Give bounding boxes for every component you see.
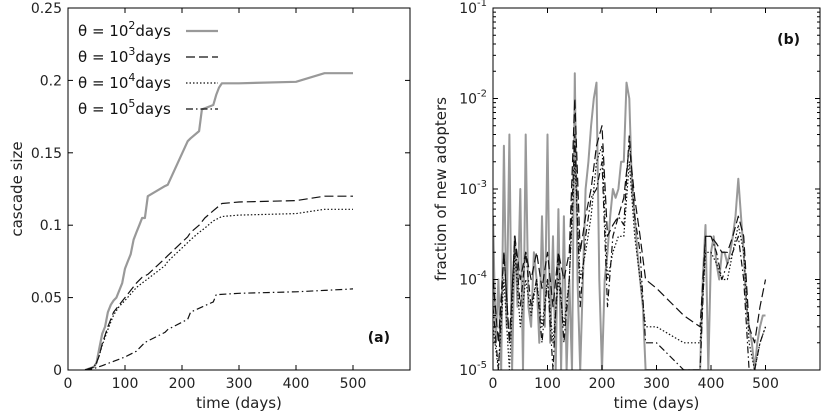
x-tick-label: 500 — [340, 376, 367, 392]
x-axis-label: time (days) — [614, 394, 700, 412]
y-tick-label: 0.15 — [31, 146, 62, 162]
plot-area — [84, 72, 354, 370]
x-tick-label: 200 — [589, 376, 616, 392]
y-tick-label: 10-2 — [459, 89, 487, 108]
legend-label: θ = 104days — [78, 71, 171, 92]
y-tick-label: 0.2 — [40, 73, 62, 89]
series-line-4 — [85, 288, 354, 370]
y-axis-label: cascade size — [8, 141, 26, 236]
x-tick-label: 400 — [283, 376, 310, 392]
y-tick-label: 10-1 — [459, 0, 487, 17]
x-tick-label: 300 — [226, 376, 253, 392]
x-tick-label: 0 — [64, 376, 73, 392]
series-line-2 — [493, 97, 767, 344]
y-tick-label: 0 — [53, 363, 62, 379]
y-tick-label: 10-5 — [459, 360, 487, 379]
x-tick-label: 200 — [169, 376, 196, 392]
y-tick-label: 10-4 — [459, 270, 487, 289]
x-tick-label: 500 — [752, 376, 779, 392]
y-tick-label: 10-3 — [459, 179, 487, 198]
series-line-2 — [84, 195, 353, 370]
x-tick-label: 400 — [698, 376, 725, 392]
series-line-1 — [84, 72, 353, 370]
legend-label: θ = 103days — [78, 45, 171, 66]
x-tick-label: 100 — [112, 376, 139, 392]
series-line-1 — [493, 72, 766, 370]
x-axis-label: time (days) — [196, 394, 282, 412]
legend: θ = 102days θ = 103days θ = 104days θ = 105… — [78, 19, 218, 118]
chart-panel-2: 0 100 200 300 400 500 10-5 10-4 10-3 10-2 10-1 time… — [432, 0, 821, 412]
y-tick-label: 0.1 — [40, 218, 62, 234]
y-tick-label: 0.25 — [31, 1, 62, 17]
legend-label: θ = 105days — [78, 97, 171, 118]
y-axis-label: fraction of new adopters — [432, 97, 450, 281]
panel-label: (a) — [368, 330, 390, 346]
chart-panel-1: 0 100 200 300 400 500 0 0.05 0.1 0.15 0.2 0.25 time … — [8, 1, 411, 412]
legend-label: θ = 102days — [78, 19, 171, 40]
series-line-4 — [493, 133, 767, 370]
x-tick-label: 0 — [489, 376, 498, 392]
plot-area — [493, 72, 767, 370]
y-tick-label: 0.05 — [31, 291, 62, 307]
axes-frame — [492, 7, 821, 371]
panel-label: (b) — [777, 32, 800, 48]
x-tick-label: 300 — [643, 376, 670, 392]
series-line-3 — [84, 208, 353, 370]
x-tick-label: 100 — [534, 376, 561, 392]
